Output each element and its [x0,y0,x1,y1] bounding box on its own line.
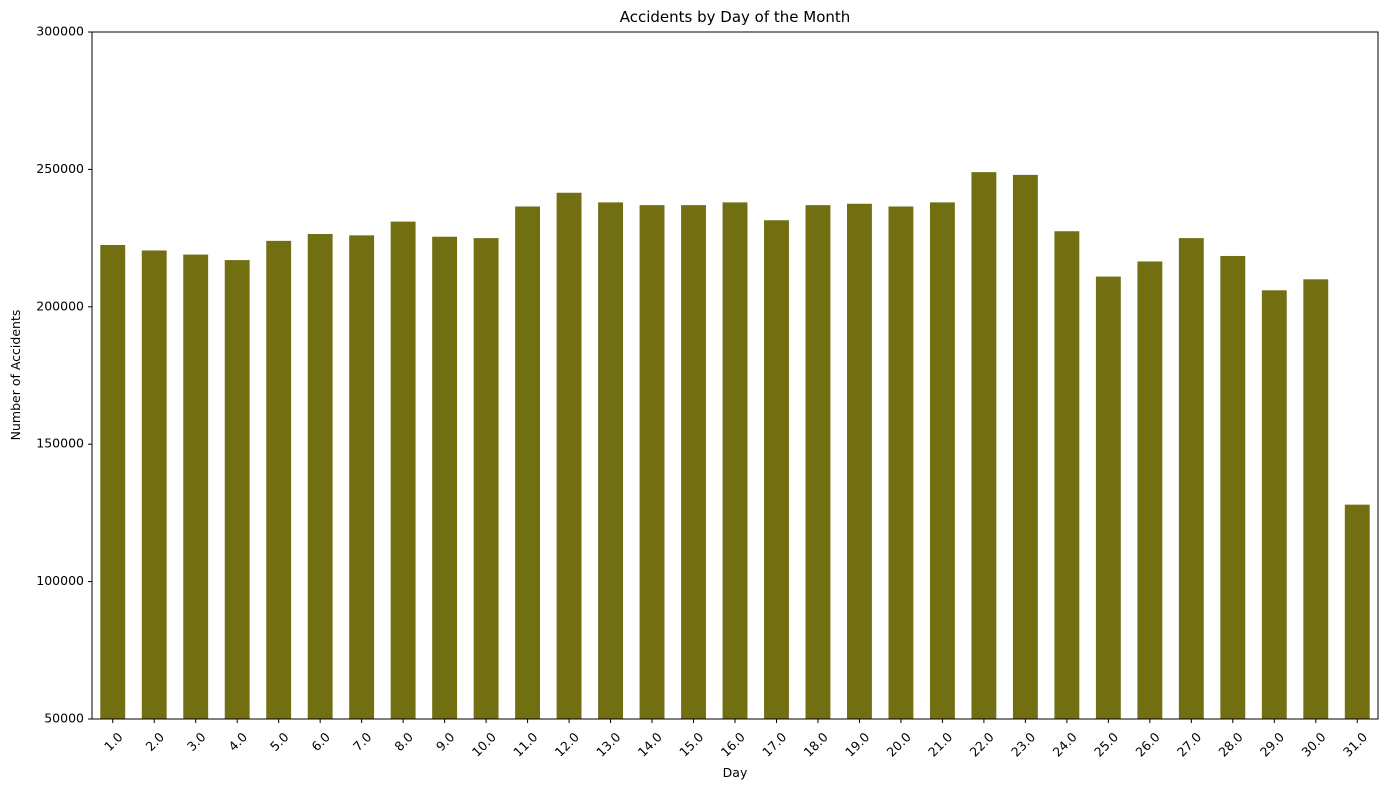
y-tick-label: 150000 [36,436,84,451]
y-axis-label: Number of Accidents [8,310,23,441]
bar-day-4 [224,260,250,719]
bar-day-31 [1344,504,1370,719]
x-tick-label: 18.0 [801,729,831,759]
x-tick-label: 16.0 [718,729,748,759]
bar-day-13 [598,202,623,720]
bar-day-9 [432,236,458,719]
x-tick-label: 6.0 [308,729,333,754]
x-tick-label: 7.0 [350,729,375,754]
x-tick-label: 23.0 [1008,729,1038,759]
bar-day-11 [515,206,541,720]
x-tick-label: 13.0 [593,729,623,759]
x-tick-label: 28.0 [1215,729,1245,759]
bar-day-10 [473,238,499,719]
x-tick-label: 9.0 [433,729,458,754]
bar-day-30 [1303,279,1329,719]
y-tick-label: 200000 [36,298,84,313]
bar-day-22 [971,172,997,719]
bar-day-25 [1095,276,1121,719]
x-tick-label: 4.0 [225,729,250,754]
bar-day-5 [266,240,292,719]
x-tick-label: 12.0 [552,729,582,759]
bar-day-15 [681,205,706,719]
bar-day-18 [805,205,831,719]
bar-day-20 [888,206,914,720]
x-tick-label: 10.0 [469,729,499,759]
x-tick-label: 27.0 [1174,729,1204,759]
bar-day-7 [349,235,375,720]
x-tick-label: 17.0 [759,729,789,759]
bar-day-6 [307,233,333,719]
bar-day-8 [390,221,416,719]
x-tick-label: 14.0 [635,729,665,759]
x-axis-ticks: 1.0 2.0 3.0 4.0 5.0 6.0 7.0 8.0 9.0 10.0 11.0 12.0 1… [101,719,1370,760]
bar-day-21 [929,202,955,720]
bar-day-27 [1178,238,1204,719]
x-tick-label: 26.0 [1132,729,1162,759]
x-tick-label: 25.0 [1091,729,1121,759]
plot-frame [91,31,1379,720]
x-tick-label: 5.0 [267,729,292,754]
x-tick-label: 24.0 [1049,729,1079,759]
bar-day-29 [1261,290,1287,719]
bar-day-12 [556,192,582,719]
x-tick-label: 31.0 [1340,729,1370,759]
x-tick-label: 22.0 [967,729,997,759]
y-tick-label: 250000 [36,161,84,176]
y-tick-label: 50000 [44,711,84,726]
bars-group [100,172,1370,720]
x-tick-label: 29.0 [1257,729,1287,759]
bar-day-28 [1220,255,1246,719]
bar-day-3 [183,254,209,719]
bar-day-17 [764,220,789,719]
x-tick-label: 21.0 [925,729,955,759]
bar-day-2 [141,250,167,719]
x-tick-label: 1.0 [101,729,126,754]
x-tick-label: 30.0 [1298,729,1328,759]
x-tick-label: 11.0 [510,729,540,759]
x-tick-label: 15.0 [676,729,706,759]
x-tick-label: 19.0 [842,729,872,759]
bar-day-16 [722,202,748,720]
y-tick-label: 100000 [36,573,84,588]
x-tick-label: 2.0 [142,729,167,754]
x-tick-label: 3.0 [184,729,209,754]
chart-title: Accidents by Day of the Month [620,8,851,26]
bar-day-24 [1054,231,1080,720]
x-axis-label: Day [723,765,748,780]
y-axis-ticks: 50000 100000 150000 200000 250000 300000 [36,24,92,726]
bar-day-19 [847,203,872,719]
bar-day-26 [1137,261,1163,719]
x-tick-label: 8.0 [391,729,416,754]
x-tick-label: 20.0 [884,729,914,759]
bar-day-14 [639,205,665,719]
bar-day-1 [100,244,126,719]
y-tick-label: 300000 [36,24,84,39]
bar-day-23 [1012,174,1038,719]
